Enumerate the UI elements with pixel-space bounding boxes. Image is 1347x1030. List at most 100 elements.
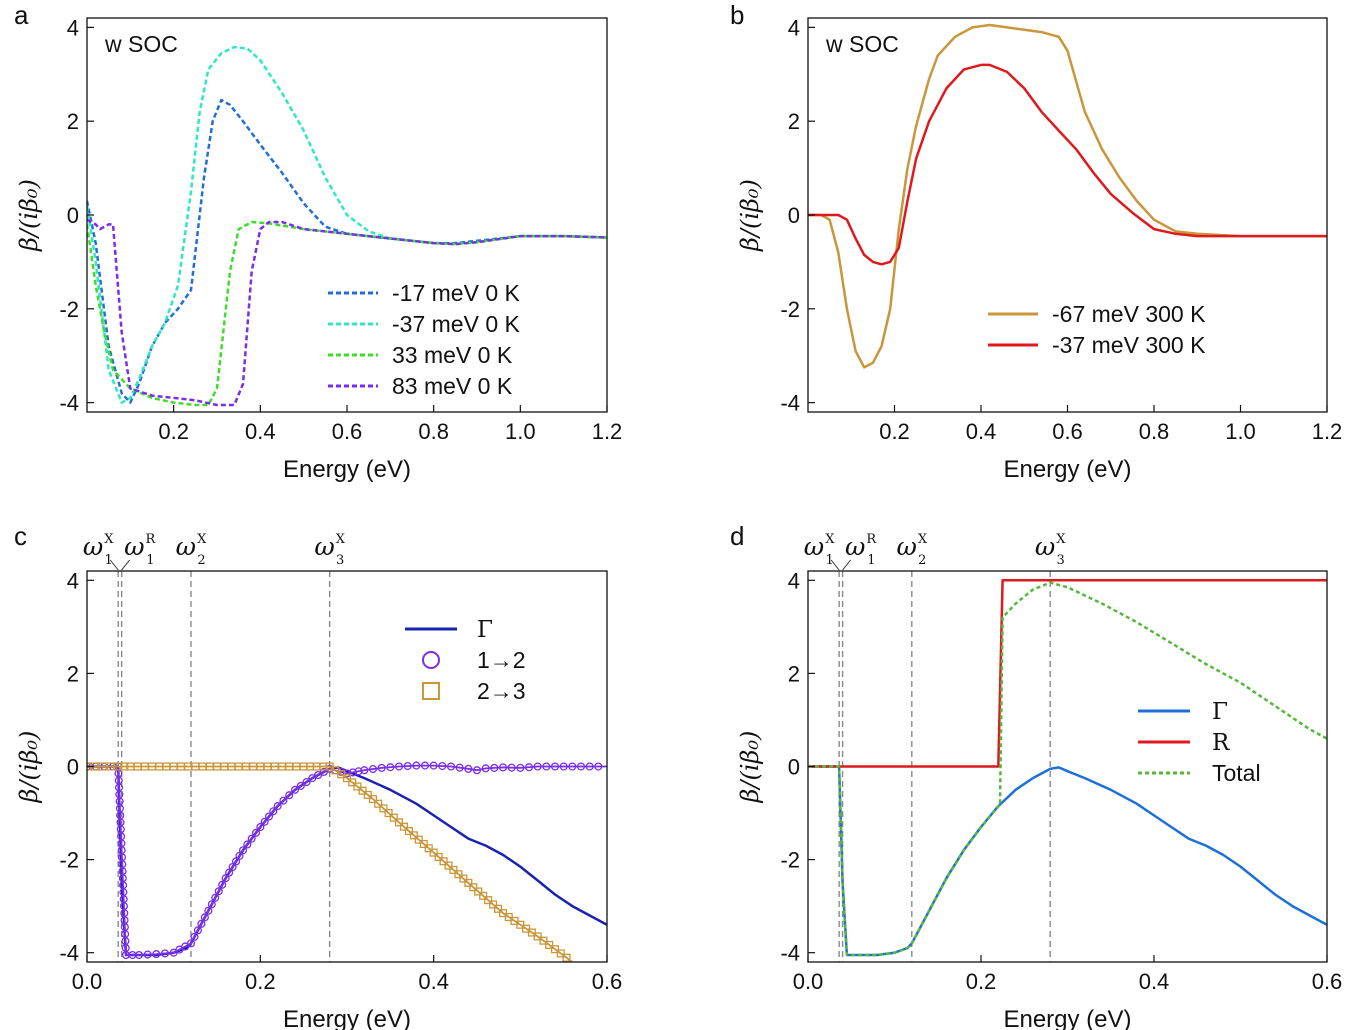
y-tick-label: 2 <box>67 661 79 686</box>
data-point <box>481 764 490 773</box>
data-point <box>585 762 594 771</box>
omega-sub: 2 <box>918 553 926 568</box>
y-tick-label: -4 <box>59 391 79 416</box>
data-point <box>368 795 378 804</box>
x-tick-label: 0.2 <box>158 419 189 444</box>
data-point <box>218 880 227 889</box>
legend: Γ 1→2 2→3 <box>405 617 526 704</box>
omega-base: ω <box>896 532 916 561</box>
series-line-b-0 <box>808 23 1327 369</box>
y-axis-label: β/(iβ₀) <box>15 731 43 804</box>
data-point <box>568 762 577 771</box>
leader-2 <box>121 559 131 571</box>
y-axis-label: β/(iβ₀) <box>15 179 43 252</box>
y-tick-label: -2 <box>780 848 800 873</box>
x-tick-label: 0.6 <box>592 969 623 994</box>
data-point <box>489 900 498 909</box>
data-point <box>98 762 107 771</box>
x-tick-label: 1.2 <box>1312 419 1343 444</box>
series-line-d-1 <box>808 579 1327 768</box>
data-point <box>377 763 386 772</box>
legend-label: 33 meV 0 K <box>392 342 513 368</box>
x-tick-label: 0.0 <box>793 969 824 994</box>
data-point <box>409 831 418 840</box>
panel-label: d <box>730 521 744 551</box>
x-tick-label: 0.4 <box>966 419 997 444</box>
omega-base: ω <box>124 532 144 561</box>
axes-ticks: 0.0 0.2 0.4 0.6 -4 -2 0 2 4 <box>59 568 622 994</box>
omega-label-2: ωX 2 <box>896 532 927 568</box>
y-tick-label: 0 <box>788 755 800 780</box>
y-tick-label: 0 <box>67 203 79 228</box>
legend: ΓR Total <box>1138 699 1261 786</box>
series-line-d-2 <box>808 581 1327 957</box>
omega-base: ω <box>804 532 824 561</box>
x-tick-label: 1.2 <box>592 419 623 444</box>
y-tick-label: 4 <box>67 568 79 593</box>
data-point <box>498 763 508 772</box>
data-point <box>197 919 206 928</box>
omega-sup: X <box>197 532 207 547</box>
data-point <box>290 785 300 794</box>
data-point <box>439 857 448 866</box>
y-axis-label: β/(iβ₀) <box>736 179 764 252</box>
data-point <box>533 762 542 771</box>
omega-base: ω <box>176 532 196 561</box>
data-point <box>228 862 237 872</box>
data-point <box>374 799 383 808</box>
data-point <box>384 808 393 818</box>
data-point <box>449 865 458 874</box>
omega-sup: X <box>918 532 928 547</box>
y-tick-label: -2 <box>59 297 79 322</box>
data-point <box>490 763 499 772</box>
omega-label-2: ωX 2 <box>176 532 207 568</box>
data-point <box>438 761 447 771</box>
data-point <box>193 926 202 935</box>
data-point <box>507 763 516 772</box>
data-point <box>394 762 404 771</box>
omega-sup: R <box>145 532 156 547</box>
legend-label: Γ <box>1212 699 1228 725</box>
x-tick-label: 0.4 <box>245 419 276 444</box>
data-point <box>214 887 223 896</box>
series-line-b-1 <box>808 63 1327 266</box>
legend-swatch <box>422 682 440 700</box>
data-point <box>238 846 248 855</box>
data-point <box>379 804 388 813</box>
data-point <box>279 796 288 805</box>
data-point <box>143 950 152 959</box>
series-line-d-0 <box>808 765 1327 957</box>
legend-label: -67 meV 300 K <box>1052 301 1206 327</box>
data-point <box>454 870 463 879</box>
data-point <box>434 852 443 861</box>
omega-label-1: ωR 1 <box>124 532 156 568</box>
y-tick-label: -4 <box>59 941 79 966</box>
data-point <box>403 761 412 771</box>
data-point <box>186 939 196 948</box>
data-point <box>358 786 367 795</box>
x-axis-label: Energy (eV) <box>283 1006 411 1030</box>
legend-swatch <box>422 651 440 669</box>
data-point <box>424 844 433 853</box>
legend: -17 meV 0 K -37 meV 0 K 33 meV 0 K 83 meV 0… <box>328 280 520 399</box>
data-point <box>484 896 493 905</box>
x-axis-label: Energy (eV) <box>1003 1006 1131 1030</box>
x-tick-label: 0.8 <box>1139 419 1170 444</box>
data-point <box>342 774 352 783</box>
data-point <box>106 762 115 771</box>
omega-sub: 1 <box>146 553 154 568</box>
omega-sub: 1 <box>105 553 113 568</box>
data-point <box>399 822 409 831</box>
data-point <box>285 791 294 800</box>
panel-a: 0.2 0.4 0.6 0.8 1.0 1.2 -4 -2 0 2 4 Energy (eV) β/(i… <box>14 0 622 483</box>
legend-label: R <box>1212 730 1230 756</box>
data-point <box>545 940 554 949</box>
axes-ticks: 0.0 0.2 0.4 0.6 -4 -2 0 2 4 <box>780 568 1342 994</box>
x-tick-label: 0.6 <box>1312 969 1343 994</box>
data-point <box>363 790 372 799</box>
data-point <box>542 762 551 771</box>
omega-sup: X <box>1056 532 1066 547</box>
data-point <box>559 762 568 771</box>
